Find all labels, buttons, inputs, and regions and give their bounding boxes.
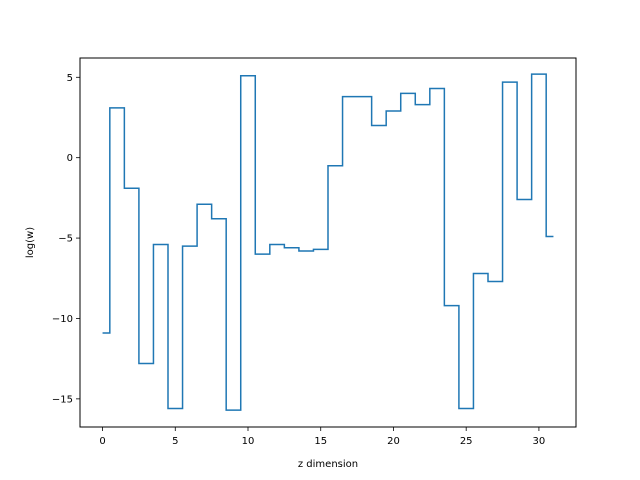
y-tick-label: −5 — [58, 234, 73, 245]
x-tick-label: 10 — [242, 436, 255, 447]
y-axis-label: log(w) — [25, 227, 36, 258]
x-axis-ticks: 0 5 10 15 20 25 30 — [99, 427, 545, 447]
x-tick-label: 20 — [387, 436, 400, 447]
y-axis-ticks: −15 −10 −5 0 5 — [52, 73, 80, 405]
y-tick-label: 0 — [67, 153, 73, 164]
x-tick-label: 15 — [314, 436, 327, 447]
x-tick-label: 25 — [460, 436, 473, 447]
series-layer — [102, 73, 554, 411]
x-tick-label: 30 — [533, 436, 546, 447]
y-tick-label: −15 — [52, 394, 73, 405]
x-tick-label: 0 — [99, 436, 105, 447]
series-line-0 — [102, 73, 554, 411]
x-axis-label: z dimension — [298, 459, 358, 470]
x-tick-label: 5 — [172, 436, 178, 447]
plot-frame — [79, 57, 577, 428]
y-tick-label: 5 — [67, 73, 73, 84]
y-tick-label: −10 — [52, 314, 73, 325]
